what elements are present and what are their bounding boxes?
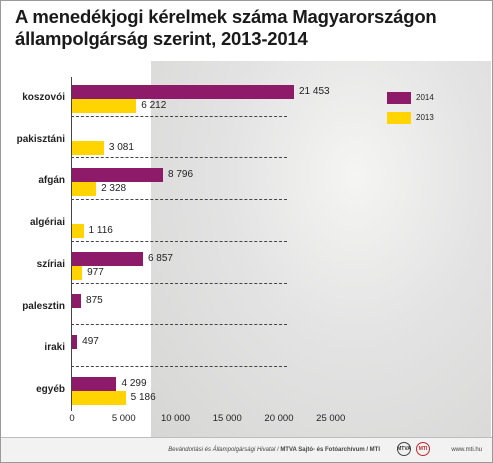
category-label: egyéb bbox=[36, 383, 65, 395]
credit-prefix: Bevándorlási és Állampolgársági Hivatal … bbox=[168, 447, 279, 453]
bar-2013 bbox=[72, 265, 83, 280]
category-label: szíriai bbox=[36, 258, 65, 270]
value-label-2014: 875 bbox=[86, 294, 103, 306]
bar-2013 bbox=[72, 224, 84, 239]
x-tick-label: 10 000 bbox=[160, 413, 190, 424]
value-label-2013: 6 212 bbox=[141, 100, 167, 111]
x-tick-label: 25 000 bbox=[316, 413, 346, 424]
category-label: koszovói bbox=[22, 92, 65, 103]
value-label-2013: 1 116 bbox=[88, 225, 113, 237]
value-label-2013: 3 081 bbox=[108, 141, 134, 153]
x-tick-label: 5 000 bbox=[111, 413, 136, 424]
x-tick-label: 15 000 bbox=[212, 413, 242, 424]
category-label: afgán bbox=[38, 175, 65, 187]
bar-2014 bbox=[72, 335, 78, 350]
value-label-2014: 8 796 bbox=[168, 169, 194, 181]
category-label: pakisztáni bbox=[16, 133, 65, 145]
value-label-2013: 977 bbox=[87, 266, 104, 278]
row-divider bbox=[71, 324, 287, 326]
legend-item-2013: 2013 bbox=[387, 109, 434, 126]
chart-title: A menedékjogi kérelmek száma Magyarorszá… bbox=[15, 6, 485, 50]
bar-2014 bbox=[72, 251, 143, 266]
row-divider bbox=[71, 157, 287, 159]
bar-2013 bbox=[72, 182, 97, 197]
bar-2014 bbox=[72, 85, 294, 99]
row-divider bbox=[71, 115, 287, 117]
legend-label-2014: 2014 bbox=[416, 93, 434, 102]
bar-2014 bbox=[72, 376, 117, 391]
row-divider bbox=[71, 282, 287, 284]
footer: Bevándorlási és Állampolgársági Hivatal … bbox=[1, 438, 492, 462]
title-line-2: állampolgárság szerint, 2013-2014 bbox=[15, 28, 308, 49]
y-axis-line bbox=[71, 77, 72, 411]
bar-2014 bbox=[72, 168, 164, 183]
value-label-2014: 6 857 bbox=[147, 252, 173, 264]
value-label-2014: 497 bbox=[82, 336, 99, 348]
logos: MTVA MTI bbox=[397, 442, 430, 456]
mtva-logo: MTVA bbox=[397, 442, 411, 456]
background-photo bbox=[151, 61, 491, 439]
legend-label-2013: 2013 bbox=[416, 113, 434, 122]
legend: 2014 2013 bbox=[387, 89, 434, 129]
bar-2013 bbox=[72, 140, 104, 155]
mti-logo: MTI bbox=[416, 442, 430, 456]
x-tick-label: 0 bbox=[69, 413, 75, 424]
source-credit: Bevándorlási és Állampolgársági Hivatal … bbox=[168, 447, 380, 453]
value-label-2014: 21 453 bbox=[299, 86, 330, 97]
category-label: algériai bbox=[29, 217, 65, 229]
value-label-2013: 5 186 bbox=[130, 391, 156, 403]
bar-2013 bbox=[72, 390, 126, 405]
title-line-1: A menedékjogi kérelmek száma Magyarorszá… bbox=[15, 6, 437, 27]
bar-2014 bbox=[72, 293, 82, 308]
legend-swatch-2014 bbox=[387, 91, 411, 104]
legend-swatch-2013 bbox=[387, 111, 411, 124]
category-label: palesztin bbox=[22, 300, 65, 312]
credit-agency: MTVA Sajtó- és Fotóarchívum / MTI bbox=[280, 447, 380, 453]
category-label: iraki bbox=[44, 342, 65, 354]
legend-item-2014: 2014 bbox=[387, 89, 434, 106]
row-divider bbox=[71, 240, 287, 242]
x-tick-label: 20 000 bbox=[264, 413, 294, 424]
value-label-2014: 4 299 bbox=[121, 377, 147, 389]
footer-divider bbox=[1, 437, 492, 438]
bar-2013 bbox=[72, 99, 137, 113]
value-label-2013: 2 328 bbox=[101, 183, 127, 195]
row-divider bbox=[71, 199, 287, 201]
row-divider bbox=[71, 365, 287, 367]
site-url: www.mti.hu bbox=[451, 447, 482, 453]
